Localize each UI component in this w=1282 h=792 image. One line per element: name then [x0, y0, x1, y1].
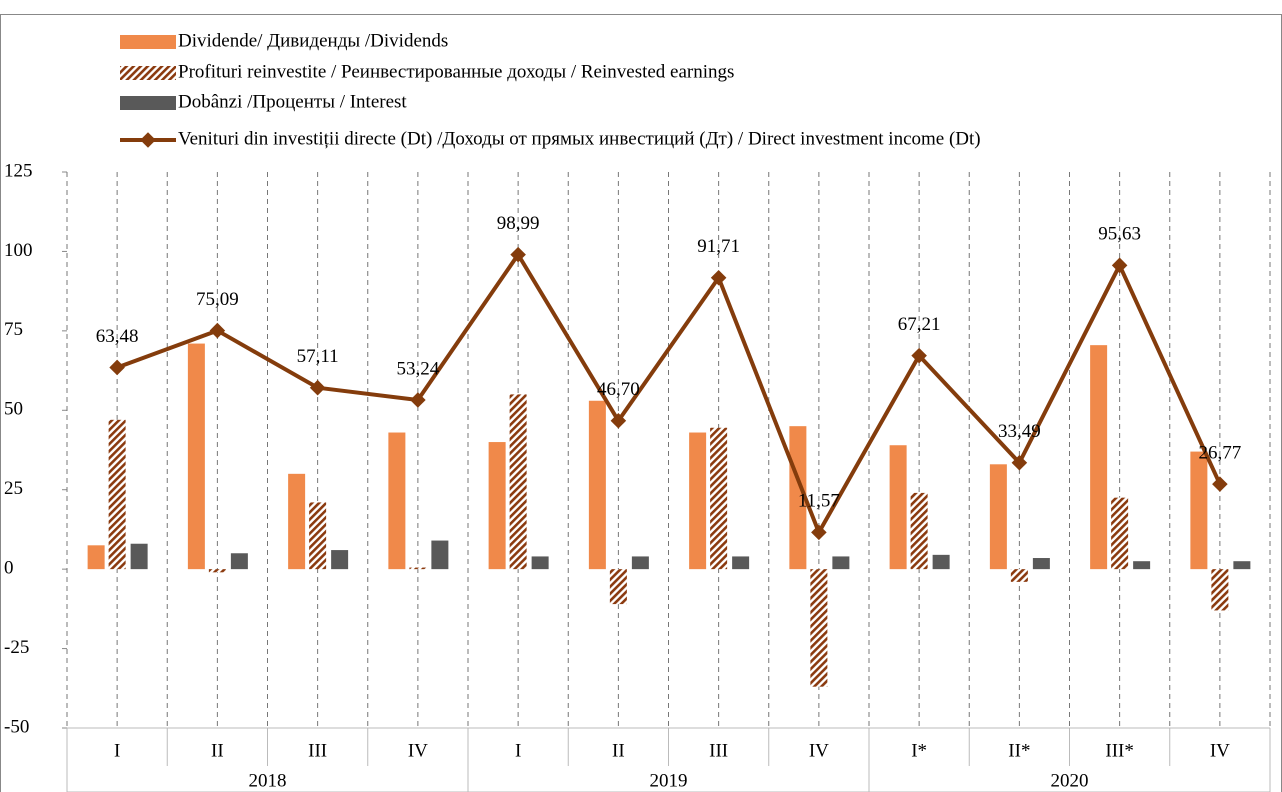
bar — [509, 394, 527, 570]
bar — [1211, 569, 1229, 611]
y-tick-label: 25 — [4, 478, 23, 499]
legend-label: Dobânzi /Проценты / Interest — [178, 91, 407, 112]
line-marker — [309, 379, 326, 396]
bar — [309, 502, 327, 570]
bar — [1090, 345, 1108, 570]
bar — [989, 464, 1007, 570]
bar — [288, 473, 306, 570]
data-label: 95,63 — [1098, 224, 1141, 245]
bar — [689, 432, 707, 570]
line-marker — [1111, 257, 1128, 274]
x-tick-label: IV — [809, 740, 829, 761]
legend-marker — [140, 132, 156, 148]
data-label: 46,70 — [597, 379, 640, 400]
line-marker — [109, 359, 125, 376]
line-marker — [1212, 476, 1228, 492]
bar — [488, 442, 506, 570]
line-marker — [811, 524, 827, 541]
y-tick-label: -50 — [4, 716, 29, 737]
bar — [588, 400, 606, 570]
y-tick-label: 125 — [4, 160, 33, 181]
bar — [710, 427, 728, 570]
x-tick-label: III — [709, 740, 728, 761]
bar — [208, 569, 226, 573]
bar — [531, 556, 549, 570]
bar — [409, 567, 427, 570]
data-label: 63,48 — [96, 326, 139, 347]
data-label: 75,09 — [196, 289, 239, 310]
y-tick-label: 50 — [4, 399, 23, 420]
x-tick-label: I* — [911, 740, 927, 761]
x-tick-label: I — [114, 740, 120, 761]
bar — [810, 569, 828, 687]
x-tick-label: III* — [1105, 740, 1133, 761]
bar — [832, 556, 850, 570]
legend-label: Venituri din investiții directe (Dt) /До… — [178, 128, 981, 149]
line — [116, 252, 1222, 535]
data-label: 53,24 — [397, 358, 440, 379]
data-label: 67,21 — [898, 314, 941, 335]
bar — [789, 426, 807, 570]
bar — [910, 492, 928, 570]
bar — [130, 543, 148, 570]
bar — [932, 554, 950, 570]
x-tick-label: IV — [1210, 740, 1230, 761]
bar — [230, 553, 248, 570]
y-tick-label: 0 — [4, 558, 14, 579]
bar — [87, 545, 105, 570]
year-label: 2018 — [249, 770, 287, 791]
bar — [388, 432, 406, 570]
bar — [609, 569, 627, 605]
data-label: 11,57 — [798, 491, 840, 512]
year-label: 2020 — [1051, 770, 1089, 791]
y-tick-label: 75 — [4, 319, 23, 340]
y-tick-label: -25 — [4, 637, 29, 658]
data-label: 91,71 — [697, 236, 740, 257]
x-tick-label: IV — [408, 740, 428, 761]
x-tick-label: II — [211, 740, 224, 761]
data-label: 98,99 — [497, 213, 540, 234]
bar — [108, 419, 126, 570]
bar — [631, 556, 649, 570]
bar — [331, 550, 349, 570]
legend-swatch — [120, 66, 176, 80]
x-tick-label: I — [515, 740, 521, 761]
bar — [1111, 497, 1129, 570]
bar — [1133, 561, 1151, 570]
bar — [732, 556, 750, 570]
bar — [187, 343, 205, 570]
data-label: 57,11 — [297, 346, 339, 367]
x-tick-label: III — [308, 740, 327, 761]
bar — [431, 540, 449, 570]
x-tick-label: II* — [1008, 740, 1030, 761]
legend-label: Dividende/ Дивиденды /Dividends — [178, 30, 448, 51]
bar — [889, 445, 907, 570]
legend-swatch — [120, 96, 176, 110]
data-label: 26,77 — [1199, 442, 1242, 463]
bar — [1010, 569, 1028, 582]
legend-label: Profituri reinvestite / Реинвестированны… — [178, 61, 734, 82]
y-tick-label: 100 — [4, 240, 33, 261]
line-marker — [209, 322, 226, 339]
legend-swatch — [120, 35, 176, 49]
bar — [1032, 558, 1050, 570]
year-label: 2019 — [650, 770, 688, 791]
bar — [1233, 561, 1251, 570]
data-label: 33,49 — [998, 421, 1041, 442]
bar — [1190, 451, 1208, 570]
x-tick-label: II — [612, 740, 625, 761]
